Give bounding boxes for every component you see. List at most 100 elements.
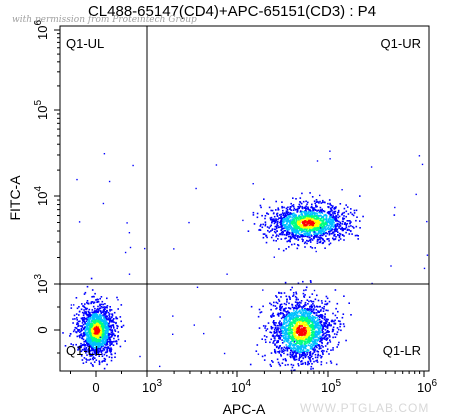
event-point	[317, 325, 319, 327]
event-point	[323, 350, 325, 352]
event-point	[330, 229, 333, 232]
event-point	[304, 319, 306, 321]
event-point	[264, 221, 267, 223]
event-point	[277, 335, 279, 337]
event-point	[284, 237, 286, 240]
event-point	[87, 349, 89, 351]
event-point	[314, 331, 317, 334]
event-point	[312, 229, 315, 232]
event-point	[303, 296, 306, 298]
event-point	[287, 235, 290, 238]
event-point	[311, 363, 313, 365]
event-point	[316, 210, 318, 212]
event-point	[88, 335, 90, 338]
event-point	[286, 225, 289, 228]
event-point	[291, 322, 293, 325]
event-point	[111, 319, 113, 322]
event-point	[93, 340, 96, 342]
event-point	[286, 222, 288, 225]
event-point	[292, 357, 295, 359]
event-point	[312, 209, 315, 212]
event-point	[93, 323, 95, 326]
event-point	[305, 354, 307, 357]
event-point	[309, 239, 312, 242]
event-point	[272, 220, 274, 222]
event-point	[82, 362, 85, 364]
event-point	[314, 231, 317, 233]
event-point	[110, 347, 112, 349]
event-point	[101, 339, 103, 342]
event-point	[269, 363, 272, 366]
event-point	[92, 348, 95, 351]
event-point	[300, 334, 302, 336]
event-point	[332, 214, 334, 216]
event-point	[339, 225, 342, 227]
event-point	[77, 323, 80, 325]
event-point	[298, 325, 301, 327]
event-point	[280, 330, 282, 332]
event-point	[302, 280, 304, 283]
event-point	[250, 305, 253, 308]
event-point	[316, 324, 318, 327]
event-point	[312, 348, 315, 351]
event-point	[317, 325, 320, 327]
event-point	[104, 358, 107, 361]
event-point	[315, 360, 317, 362]
event-point	[100, 296, 103, 298]
event-point	[278, 346, 280, 349]
event-point	[304, 332, 306, 335]
event-point	[173, 248, 175, 250]
event-point	[273, 228, 276, 231]
event-point	[93, 351, 96, 354]
event-point	[326, 238, 328, 241]
event-point	[328, 324, 331, 327]
event-point	[286, 299, 288, 301]
event-point	[104, 326, 106, 328]
event-point	[96, 301, 99, 303]
event-point	[102, 202, 105, 205]
event-point	[79, 320, 81, 323]
event-point	[304, 355, 307, 358]
event-point	[316, 240, 319, 242]
event-point	[89, 329, 91, 331]
event-point	[297, 282, 300, 285]
event-point	[319, 232, 321, 234]
event-point	[301, 221, 304, 224]
event-point	[252, 183, 254, 185]
event-point	[308, 351, 311, 354]
event-point	[273, 301, 275, 304]
event-point	[315, 342, 318, 344]
event-point	[299, 224, 302, 227]
event-point	[331, 210, 333, 212]
event-point	[305, 330, 307, 333]
event-point	[339, 238, 342, 240]
event-point	[111, 330, 114, 332]
event-point	[313, 308, 315, 310]
event-point	[306, 239, 308, 242]
event-point	[319, 212, 321, 214]
event-point	[316, 343, 318, 345]
event-point	[91, 322, 93, 325]
event-point	[94, 310, 96, 312]
event-point	[330, 219, 332, 222]
event-point	[92, 349, 95, 352]
event-point	[290, 221, 292, 223]
event-point	[325, 214, 327, 217]
event-point	[297, 352, 299, 354]
event-point	[94, 344, 97, 346]
event-point	[291, 315, 293, 317]
event-point	[313, 328, 316, 331]
event-point	[301, 331, 304, 334]
event-point	[330, 214, 333, 216]
event-point	[329, 226, 332, 228]
event-point	[311, 228, 314, 230]
event-point	[295, 231, 298, 234]
event-point	[293, 332, 295, 334]
event-point	[297, 335, 299, 338]
event-point	[110, 359, 113, 362]
event-point	[336, 228, 339, 231]
event-point	[91, 289, 94, 291]
event-point	[309, 332, 311, 334]
event-point	[303, 228, 306, 231]
event-point	[301, 341, 303, 343]
